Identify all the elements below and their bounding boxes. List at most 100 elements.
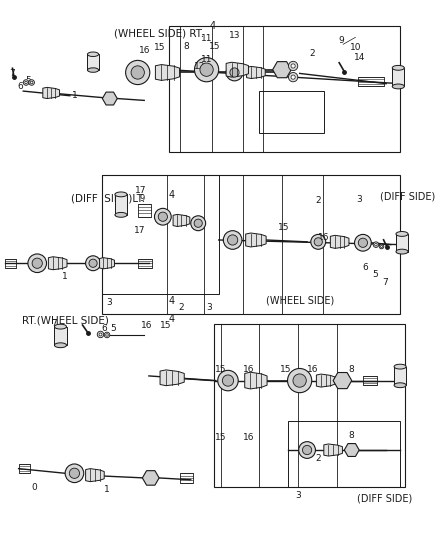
Bar [5, 259, 16, 268]
Circle shape [199, 63, 213, 76]
Circle shape [29, 80, 34, 85]
Circle shape [372, 242, 378, 247]
Polygon shape [85, 469, 104, 482]
Bar [138, 204, 150, 217]
Ellipse shape [393, 383, 405, 387]
Text: 3: 3 [356, 195, 361, 204]
Polygon shape [155, 64, 179, 80]
Circle shape [302, 446, 311, 455]
Bar [395, 234, 407, 252]
Text: (DIFF SIDE): (DIFF SIDE) [379, 191, 434, 201]
Circle shape [230, 68, 239, 77]
Bar [258, 91, 323, 133]
Polygon shape [99, 257, 114, 269]
Polygon shape [43, 87, 60, 99]
Text: 4: 4 [209, 21, 215, 31]
Polygon shape [48, 257, 67, 270]
Text: 6: 6 [101, 324, 107, 333]
Text: 17: 17 [134, 186, 146, 195]
Text: 11: 11 [200, 55, 212, 63]
Ellipse shape [395, 231, 407, 236]
Text: 9: 9 [139, 193, 145, 203]
Circle shape [223, 231, 241, 249]
Polygon shape [272, 62, 290, 78]
Text: 8: 8 [348, 431, 353, 440]
Circle shape [28, 254, 46, 272]
Text: 8: 8 [348, 365, 353, 374]
Circle shape [288, 72, 297, 82]
Polygon shape [332, 373, 351, 389]
Circle shape [217, 370, 238, 391]
Text: 2: 2 [309, 49, 314, 58]
Text: 0: 0 [32, 483, 38, 492]
Circle shape [292, 374, 306, 387]
Ellipse shape [87, 68, 99, 72]
Bar [115, 195, 127, 215]
Circle shape [30, 81, 33, 84]
Text: 3: 3 [295, 491, 300, 500]
Text: 14: 14 [353, 53, 364, 62]
Polygon shape [173, 214, 189, 227]
Bar [102, 175, 218, 294]
Circle shape [290, 75, 294, 79]
Circle shape [298, 442, 315, 458]
Text: 15: 15 [159, 321, 171, 330]
Bar [391, 68, 403, 86]
Circle shape [69, 468, 79, 479]
Polygon shape [102, 92, 117, 105]
Text: 13: 13 [229, 31, 240, 41]
Text: 6: 6 [362, 263, 367, 272]
Text: 1: 1 [104, 484, 110, 494]
Bar [169, 26, 399, 151]
Text: 4: 4 [168, 190, 174, 199]
Circle shape [374, 244, 376, 246]
Text: 7: 7 [9, 69, 15, 78]
Bar [288, 422, 399, 487]
Text: 8: 8 [183, 42, 188, 51]
Text: 2: 2 [315, 196, 321, 205]
Circle shape [158, 212, 167, 221]
Text: 12: 12 [193, 62, 205, 71]
Polygon shape [226, 62, 248, 77]
Polygon shape [329, 236, 348, 248]
Circle shape [380, 245, 381, 247]
Circle shape [154, 208, 171, 225]
Bar [138, 259, 152, 268]
Text: 16: 16 [139, 46, 151, 55]
Bar [393, 367, 405, 385]
Circle shape [354, 235, 371, 251]
Text: 11: 11 [200, 34, 212, 43]
Text: (WHEEL SIDE): (WHEEL SIDE) [265, 295, 333, 305]
Ellipse shape [54, 343, 67, 348]
Circle shape [290, 64, 294, 68]
Polygon shape [142, 471, 159, 485]
Circle shape [23, 80, 29, 85]
Circle shape [32, 258, 42, 268]
Text: 15: 15 [208, 42, 220, 51]
Text: 5: 5 [371, 270, 377, 279]
Text: 2: 2 [315, 455, 321, 463]
Circle shape [222, 375, 233, 386]
Text: 7: 7 [381, 278, 387, 287]
Circle shape [131, 66, 144, 79]
Polygon shape [323, 444, 342, 456]
Text: 1: 1 [62, 272, 68, 281]
Bar [18, 464, 30, 473]
Text: (WHEEL SIDE) RT.: (WHEEL SIDE) RT. [114, 28, 204, 38]
Text: 9: 9 [337, 36, 343, 45]
Polygon shape [246, 67, 265, 78]
Text: 10: 10 [349, 43, 360, 52]
Ellipse shape [393, 364, 405, 369]
Polygon shape [160, 370, 184, 386]
Ellipse shape [391, 66, 403, 70]
Circle shape [191, 216, 205, 231]
Text: (DIFF SIDE): (DIFF SIDE) [357, 493, 412, 503]
Text: 16: 16 [318, 233, 329, 242]
Ellipse shape [395, 249, 407, 254]
Text: 15: 15 [214, 365, 226, 374]
Circle shape [378, 244, 383, 249]
Text: 2: 2 [178, 303, 184, 312]
Circle shape [85, 256, 100, 271]
Text: 16: 16 [243, 433, 254, 442]
Text: 4: 4 [168, 314, 174, 324]
